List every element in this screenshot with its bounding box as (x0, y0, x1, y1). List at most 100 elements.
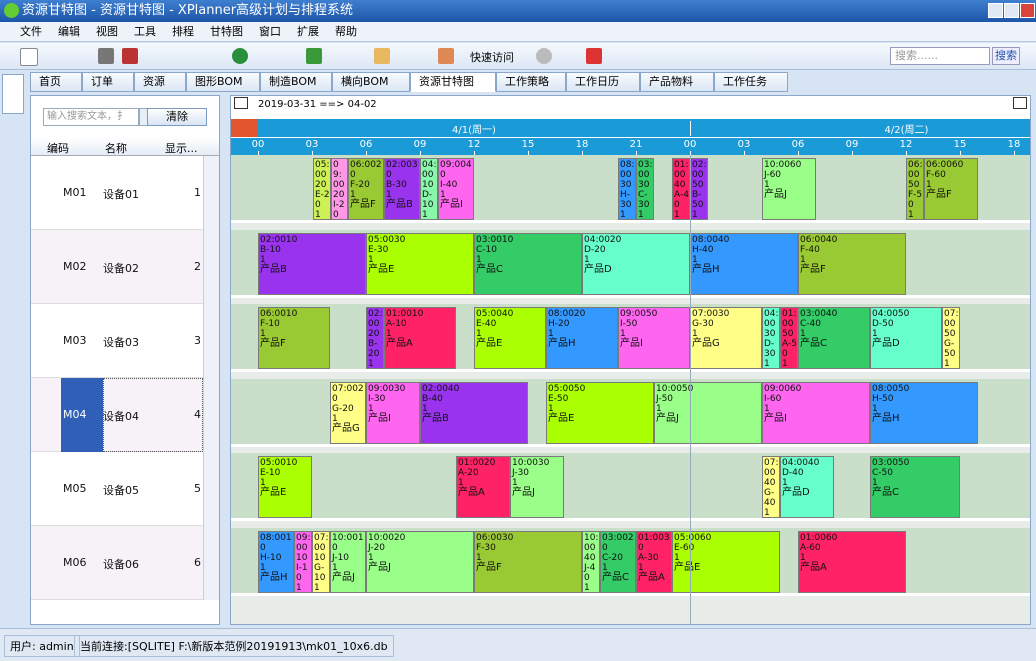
save-icon[interactable] (98, 48, 114, 64)
task-bar[interactable]: 05:0060 E-60 1 产品E (672, 530, 780, 593)
task-bar[interactable]: 03:0010 C-10 1 产品C (474, 232, 582, 295)
task-bar[interactable]: 10:0030 J-30 1 产品J (510, 456, 564, 518)
menu-item[interactable]: 甘特图 (210, 25, 243, 38)
tab[interactable]: 资源 (134, 72, 186, 92)
task-bar[interactable]: 02:0010 B-10 1 产品B (258, 232, 366, 295)
grid-scrollbar[interactable] (203, 156, 219, 600)
new-icon[interactable] (20, 48, 38, 66)
run-icon[interactable] (306, 48, 322, 64)
task-bar[interactable]: 05:0040 E-40 1 产品E (474, 307, 546, 369)
task-bar[interactable]: 04:0040 D-40 1 产品D (780, 456, 834, 518)
task-bar[interactable]: 06:0020 F-20 1 产品F (348, 158, 384, 220)
tab[interactable]: 横向BOM (332, 72, 410, 92)
task-bar[interactable]: 03:0040 C-40 1 产品C (798, 307, 870, 369)
task-bar[interactable]: 06:0030 F-30 1 产品F (474, 530, 582, 593)
task-bar[interactable]: 07:0010 G-10 1 (312, 530, 330, 593)
task-bar[interactable]: 07:0040 G-40 1 (762, 456, 780, 518)
task-bar[interactable]: 08:0030 H-30 1 (618, 158, 636, 220)
task-bar[interactable]: 06:0050 F-50 1 (906, 158, 924, 220)
task-bar[interactable]: 03:0030 C-30 1 (636, 158, 654, 220)
task-bar[interactable]: 10:0060 J-60 1 产品J (762, 158, 816, 220)
task-bar[interactable]: 09:0040 I-40 1 产品I (438, 158, 474, 220)
back-icon[interactable] (536, 48, 552, 64)
task-bar[interactable]: 01:0060 A-60 1 产品A (798, 530, 906, 593)
task-bar[interactable]: 09:0010 I-10 1 (294, 530, 312, 593)
side-dock[interactable] (2, 74, 24, 114)
menu-item[interactable]: 排程 (172, 25, 194, 38)
chart-icon[interactable] (438, 48, 454, 64)
task-bar[interactable]: 06:0060 F-60 1 产品F (924, 158, 978, 220)
minimize-button[interactable] (988, 3, 1003, 18)
filter-input[interactable]: 输入搜索文本，扌 (43, 108, 139, 126)
task-bar[interactable]: 04:0020 D-20 1 产品D (582, 232, 690, 295)
search-input[interactable]: 搜索...... (890, 47, 990, 65)
menu-item[interactable]: 窗口 (259, 25, 281, 38)
task-bar[interactable]: 04:0010 D-10 1 (420, 158, 438, 220)
task-bar[interactable]: 04:0030 D-30 1 (762, 307, 780, 369)
task-bar[interactable]: 05:0010 E-10 1 产品E (258, 456, 312, 518)
tab[interactable]: 首页 (30, 72, 82, 92)
task-bar[interactable]: 01:0030 A-30 1 产品A (636, 530, 672, 593)
task-bar[interactable]: 02:0020 B-20 1 (366, 307, 384, 369)
next-button[interactable] (1013, 97, 1027, 109)
quick-access[interactable]: 快速访问 (470, 51, 514, 64)
task-product: 产品J (332, 571, 355, 583)
task-bar[interactable]: 10:0050 J-50 1 产品J (654, 381, 762, 444)
task-bar[interactable]: 06:0010 F-10 1 产品F (258, 307, 330, 369)
task-bar[interactable]: 09:0060 I-60 1 产品I (762, 381, 870, 444)
tab[interactable]: 图形BOM (186, 72, 260, 92)
tab[interactable]: 工作任务 (714, 72, 788, 92)
task-bar[interactable]: 08:0010 H-10 1 产品H (258, 530, 294, 593)
task-bar[interactable]: 02:0030 B-30 1 产品B (384, 158, 420, 220)
task-bar[interactable]: 04:0050 D-50 1 产品D (870, 307, 942, 369)
task-bar[interactable]: 01:0040 A-40 1 (672, 158, 690, 220)
grid-cell: 设备01 (103, 188, 139, 201)
task-bar[interactable]: 07:0050 G-50 1 (942, 307, 960, 369)
task-bar[interactable]: 01:0020 A-20 1 产品A (456, 456, 510, 518)
task-bar[interactable]: 09:0050 I-50 1 产品I (618, 307, 690, 369)
menu-item[interactable]: 文件 (20, 25, 42, 38)
menu-item[interactable]: 帮助 (335, 25, 357, 38)
task-bar[interactable]: 05:0030 E-30 1 产品E (366, 232, 474, 295)
tab[interactable]: 订单 (82, 72, 134, 92)
task-bar[interactable]: 05:0050 E-50 1 产品E (546, 381, 654, 444)
task-bar[interactable]: 09:0030 I-30 1 产品I (366, 381, 420, 444)
menu-item[interactable]: 工具 (134, 25, 156, 38)
task-bar[interactable]: 02:0050 B-50 1 (690, 158, 708, 220)
menu-item[interactable]: 扩展 (297, 25, 319, 38)
tool-icon[interactable] (374, 48, 390, 64)
task-bar[interactable]: 07:0030 G-30 1 产品G (690, 307, 762, 369)
task-bar[interactable]: 10:0020 J-20 1 产品J (366, 530, 474, 593)
save-all-icon[interactable] (122, 48, 138, 64)
task-bar[interactable]: 01:0010 A-10 1 产品A (384, 307, 456, 369)
menu-item[interactable]: 编辑 (58, 25, 80, 38)
tab[interactable]: 工作日历 (566, 72, 640, 92)
task-bar[interactable]: 01:0050 A-50 1 (780, 307, 798, 369)
tab[interactable]: 产品物料 (640, 72, 714, 92)
prev-button[interactable] (234, 97, 248, 109)
task-bar[interactable]: 08:0040 H-40 1 产品H (690, 232, 798, 295)
task-bar[interactable]: 07:0020 G-20 1 产品G (330, 381, 366, 444)
clear-button[interactable]: 清除 (147, 108, 207, 126)
close-button[interactable] (1020, 3, 1035, 18)
task-bar[interactable]: 03:0050 C-50 1 产品C (870, 456, 960, 518)
task-bar[interactable]: 10:0010 J-10 1 产品J (330, 530, 366, 593)
tab[interactable]: 制造BOM (260, 72, 332, 92)
search-button[interactable]: 搜索 (992, 47, 1020, 65)
tab[interactable]: 工作策略 (496, 72, 566, 92)
task-bar[interactable]: 06:0040 F-40 1 产品F (798, 232, 906, 295)
task-bar[interactable]: 08:0050 H-50 1 产品H (870, 381, 978, 444)
menu-item[interactable]: 视图 (96, 25, 118, 38)
task-bar[interactable]: 03:0020 C-20 1 产品C (600, 530, 636, 593)
task-code: 03:0020 (602, 532, 634, 553)
maximize-button[interactable] (1004, 3, 1019, 18)
stop-icon[interactable] (586, 48, 602, 64)
task-bar[interactable]: 08:0020 H-20 1 产品H (546, 307, 618, 369)
task-qty: 1 (800, 254, 806, 265)
tab[interactable]: 资源甘特图 (410, 72, 496, 92)
refresh-icon[interactable] (232, 48, 248, 64)
task-bar[interactable]: 02:0040 B-40 1 产品B (420, 381, 528, 444)
task-bar[interactable]: 05:0020 E-20 1 (313, 158, 331, 220)
task-bar[interactable]: 10:0040 J-40 1 (582, 530, 600, 593)
